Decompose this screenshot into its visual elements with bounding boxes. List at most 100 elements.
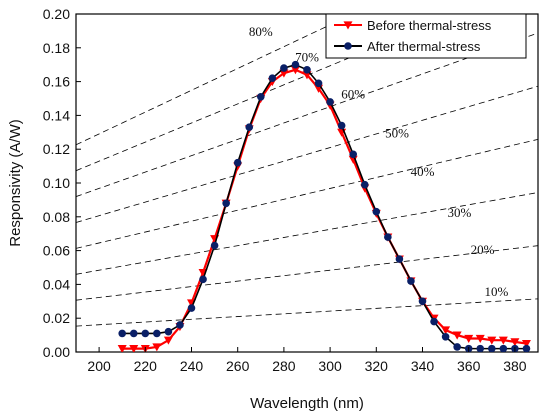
x-tick-label: 200 xyxy=(87,358,111,374)
plot-frame xyxy=(75,13,539,353)
data-point xyxy=(187,304,196,312)
efficiency-lines xyxy=(76,14,538,327)
efficiency-label-30: 30% xyxy=(448,205,472,220)
efficiency-label-40: 40% xyxy=(411,164,435,179)
legend-marker-1 xyxy=(344,42,352,50)
data-point xyxy=(348,155,358,164)
y-tick-label: 0.12 xyxy=(43,141,70,157)
data-point xyxy=(475,334,485,343)
efficiency-label-80: 80% xyxy=(249,24,273,39)
data-point xyxy=(268,74,277,83)
x-axis-title: Wavelength (nm) xyxy=(250,395,364,412)
efficiency-line-60 xyxy=(76,32,538,197)
data-point xyxy=(233,158,242,167)
x-tick-label: 380 xyxy=(503,358,527,374)
data-point xyxy=(314,79,323,88)
data-point xyxy=(418,297,427,306)
data-point xyxy=(163,336,173,345)
data-point xyxy=(290,66,300,75)
data-point xyxy=(522,344,531,352)
data-point xyxy=(176,321,184,329)
y-tick-label: 0.18 xyxy=(43,40,70,56)
y-axis-title: Responsivity (A/W) xyxy=(7,119,24,247)
data-point xyxy=(280,64,288,72)
x-tick-label: 300 xyxy=(318,358,342,374)
data-point xyxy=(498,336,508,345)
legend-label-1: After thermal-stress xyxy=(367,39,481,54)
x-tick-label: 340 xyxy=(411,358,435,374)
data-point xyxy=(372,207,381,216)
data-point xyxy=(395,255,404,263)
y-tick-label: 0.20 xyxy=(43,6,70,22)
y-tick-label: 0.00 xyxy=(43,344,70,360)
efficiency-line-20 xyxy=(76,245,538,301)
data-point xyxy=(407,277,415,285)
y-tick-label: 0.16 xyxy=(43,74,70,90)
series-layer xyxy=(117,60,531,352)
y-tick-label: 0.10 xyxy=(43,175,70,191)
data-point xyxy=(453,343,461,351)
data-point xyxy=(349,150,358,159)
legend: Before thermal-stress After thermal-stres… xyxy=(325,13,527,59)
legend-label-0: Before thermal-stress xyxy=(367,18,492,33)
data-point xyxy=(488,344,496,352)
data-point xyxy=(360,180,369,189)
data-point xyxy=(521,339,531,349)
efficiency-label-20: 20% xyxy=(471,242,495,257)
y-tick-label: 0.02 xyxy=(43,310,70,326)
data-point xyxy=(303,65,311,74)
data-point xyxy=(153,329,161,338)
axes: 200 220 240 260 280 300 320 340 360 380 0.00 0.02 0.… xyxy=(43,6,527,374)
efficiency-label-70: 70% xyxy=(295,49,319,64)
x-tick-label: 260 xyxy=(226,358,250,374)
efficiency-line-50 xyxy=(76,85,538,223)
data-point xyxy=(117,345,127,352)
x-tick-label: 360 xyxy=(457,358,481,374)
data-point xyxy=(257,93,265,101)
x-tick-label: 320 xyxy=(365,358,389,374)
data-point xyxy=(141,329,150,338)
efficiency-line-30 xyxy=(76,192,538,275)
efficiency-labels: 10% 20% 30% 40% 50% 60% 70% 80% xyxy=(249,24,509,299)
y-tick-label: 0.08 xyxy=(43,209,70,225)
data-point xyxy=(464,334,474,343)
data-point xyxy=(384,233,392,241)
y-tick-label: 0.04 xyxy=(43,276,70,292)
y-tick-label: 0.14 xyxy=(43,107,70,123)
data-point xyxy=(441,332,450,341)
data-point xyxy=(291,60,300,69)
data-point xyxy=(430,317,438,326)
efficiency-line-70 xyxy=(76,14,457,172)
y-tick-label: 0.06 xyxy=(43,243,70,259)
efficiency-label-10: 10% xyxy=(484,284,508,299)
data-point xyxy=(499,344,508,352)
x-tick-label: 220 xyxy=(134,358,158,374)
data-point xyxy=(129,345,139,352)
data-point xyxy=(510,338,520,347)
data-point xyxy=(279,69,289,78)
data-point xyxy=(245,123,254,132)
series-1 xyxy=(118,60,531,352)
data-point xyxy=(452,331,462,340)
data-point xyxy=(337,121,346,130)
data-point xyxy=(129,329,138,338)
data-point xyxy=(164,327,173,336)
data-point xyxy=(441,326,451,335)
x-tick-label: 280 xyxy=(272,358,296,374)
efficiency-label-60: 60% xyxy=(341,87,365,102)
data-point xyxy=(326,98,334,106)
x-tick-label: 240 xyxy=(180,358,204,374)
data-point xyxy=(222,199,230,208)
legend-box xyxy=(325,13,527,59)
data-point xyxy=(476,344,485,352)
efficiency-line-40 xyxy=(76,138,538,249)
data-point xyxy=(152,343,162,352)
efficiency-label-50: 50% xyxy=(385,125,409,140)
data-point xyxy=(487,336,497,345)
data-point xyxy=(199,275,207,284)
data-point xyxy=(210,241,219,250)
efficiency-line-80 xyxy=(76,14,355,146)
legend-marker-0 xyxy=(343,21,353,30)
efficiency-line-10 xyxy=(76,298,538,327)
